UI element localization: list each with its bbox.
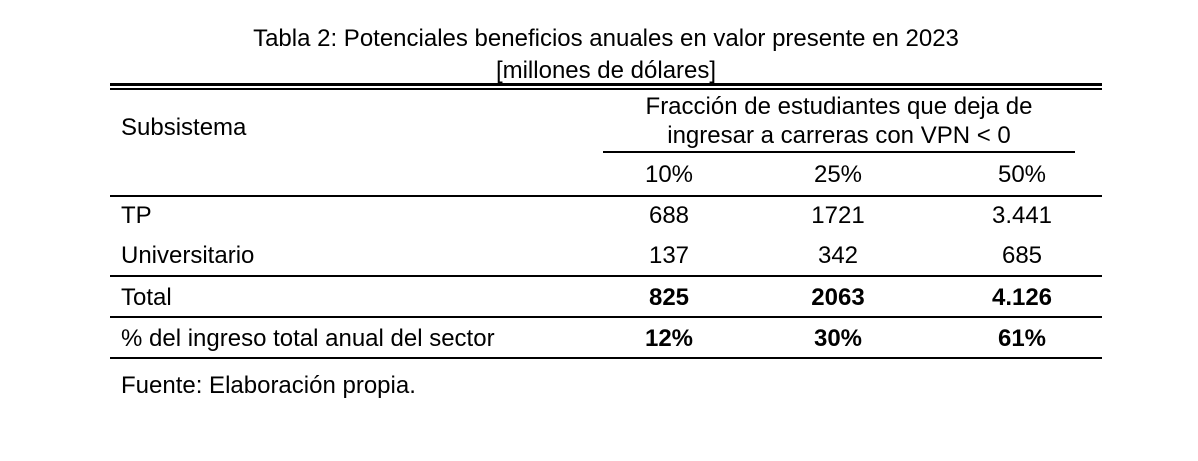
row-universitario-25: 342 — [817, 242, 859, 269]
total-top-rule — [110, 275, 1102, 277]
row-total-10: 825 — [648, 284, 690, 311]
row-universitario-50: 685 — [1001, 242, 1043, 269]
share-top-rule — [110, 316, 1102, 318]
row-tp-50: 3.441 — [991, 202, 1053, 229]
row-universitario-10: 137 — [648, 242, 690, 269]
source-note: Fuente: Elaboración propia. — [121, 372, 416, 399]
table-title-line1: Tabla 2: Potenciales beneficios anuales … — [253, 25, 959, 52]
row-tp-label: TP — [121, 202, 152, 229]
top-rule-thick — [110, 83, 1102, 86]
header-col-25: 25% — [813, 161, 863, 188]
row-universitario-label: Universitario — [121, 242, 255, 269]
header-col-10: 10% — [644, 161, 694, 188]
top-rule-thin — [110, 88, 1102, 90]
header-subsystem: Subsistema — [121, 114, 247, 141]
row-share-25: 30% — [813, 325, 863, 352]
header-group-line1: Fracción de estudiantes que deja de — [645, 93, 1033, 120]
bottom-rule — [110, 357, 1102, 359]
header-group-rule — [603, 151, 1075, 153]
row-total-label: Total — [121, 284, 172, 311]
row-total-50: 4.126 — [991, 284, 1053, 311]
header-group-line2: ingresar a carreras con VPN < 0 — [667, 122, 1011, 149]
row-share-10: 12% — [644, 325, 694, 352]
row-share-label: % del ingreso total anual del sector — [121, 325, 495, 352]
row-tp-25: 1721 — [811, 202, 865, 229]
table-title-line2: [millones de dólares] — [495, 57, 717, 84]
header-bottom-rule — [110, 195, 1102, 197]
row-total-25: 2063 — [811, 284, 865, 311]
row-share-50: 61% — [997, 325, 1047, 352]
row-tp-10: 688 — [648, 202, 690, 229]
header-col-50: 50% — [997, 161, 1047, 188]
